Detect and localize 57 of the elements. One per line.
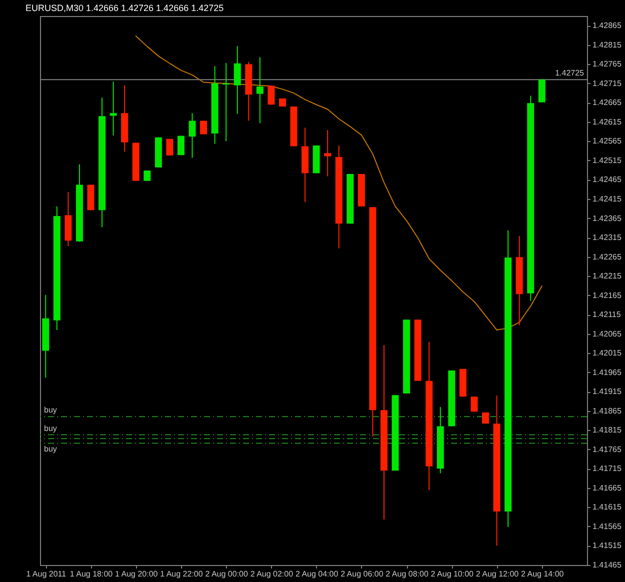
x-tick-label: 2 Aug 02:00 <box>250 570 294 578</box>
candlestick <box>234 46 241 114</box>
x-tick-label: 2 Aug 12:00 <box>476 570 520 578</box>
y-tick-label: 1.42165 <box>592 290 622 300</box>
y-tick-label: 1.41765 <box>592 444 622 454</box>
candlestick <box>200 120 208 135</box>
candlestick <box>268 85 275 106</box>
y-tick-label: 1.41515 <box>592 541 622 550</box>
x-tick-label: 2 Aug 08:00 <box>386 570 429 578</box>
y-tick-label: 1.42815 <box>592 40 622 50</box>
y-tick-label: 1.42465 <box>592 175 622 184</box>
candlestick <box>538 78 546 103</box>
candlestick <box>470 396 478 412</box>
chart-title: EURUSD,M30 1.42666 1.42726 1.42666 1.42725 <box>25 3 224 13</box>
ref-line-label: 1.42725 <box>555 68 585 78</box>
y-tick-label: 1.42365 <box>592 214 622 223</box>
y-tick-label: 1.42715 <box>592 78 622 88</box>
x-tick-label: 1 Aug 2011 <box>26 570 67 578</box>
y-tick-label: 1.42015 <box>592 348 622 358</box>
y-tick-label: 1.42665 <box>592 98 622 108</box>
candlestick <box>256 56 264 124</box>
y-tick-label: 1.42565 <box>592 136 622 146</box>
y-tick-label: 1.42115 <box>592 310 622 320</box>
y-tick-label: 1.42065 <box>592 329 622 338</box>
y-tick-label: 1.41615 <box>592 502 622 512</box>
y-tick-label: 1.42765 <box>592 60 622 69</box>
y-tick-label: 1.42315 <box>592 233 622 242</box>
x-tick-label: 2 Aug 14:00 <box>521 570 564 578</box>
ref-line-label: buy <box>44 406 57 415</box>
y-tick-label: 1.42865 <box>592 21 622 30</box>
y-tick-label: 1.41815 <box>592 426 622 435</box>
line-series <box>135 36 542 330</box>
x-tick-label: 2 Aug 00:00 <box>205 570 248 578</box>
y-tick-label: 1.42265 <box>592 252 622 262</box>
y-tick-label: 1.41915 <box>592 387 622 396</box>
y-tick-label: 1.42415 <box>592 194 622 204</box>
x-tick-label: 2 Aug 10:00 <box>430 570 474 578</box>
y-tick-label: 1.41665 <box>592 483 622 492</box>
ref-line-label: buy <box>44 444 57 454</box>
x-tick-label: 1 Aug 18:00 <box>70 570 114 578</box>
x-tick-label: 1 Aug 20:00 <box>115 570 158 578</box>
x-tick-label: 1 Aug 22:00 <box>160 570 204 578</box>
candlestick <box>324 130 332 177</box>
y-tick-label: 1.41865 <box>592 406 622 416</box>
y-tick-label: 1.41965 <box>592 368 622 377</box>
candlestick <box>188 112 196 158</box>
y-tick-label: 1.42615 <box>592 117 622 126</box>
y-tick-label: 1.41715 <box>592 464 622 474</box>
candlestick <box>110 80 117 136</box>
y-tick-label: 1.42515 <box>592 156 622 165</box>
x-tick-label: 2 Aug 04:00 <box>295 570 339 578</box>
y-tick-label: 1.42215 <box>592 272 622 281</box>
candlestick <box>166 138 174 156</box>
y-tick-label: 1.41565 <box>592 522 622 531</box>
y-tick-label: 1.41465 <box>592 560 622 570</box>
x-tick-label: 2 Aug 06:00 <box>340 570 384 578</box>
ref-line-label: buy <box>44 424 57 433</box>
